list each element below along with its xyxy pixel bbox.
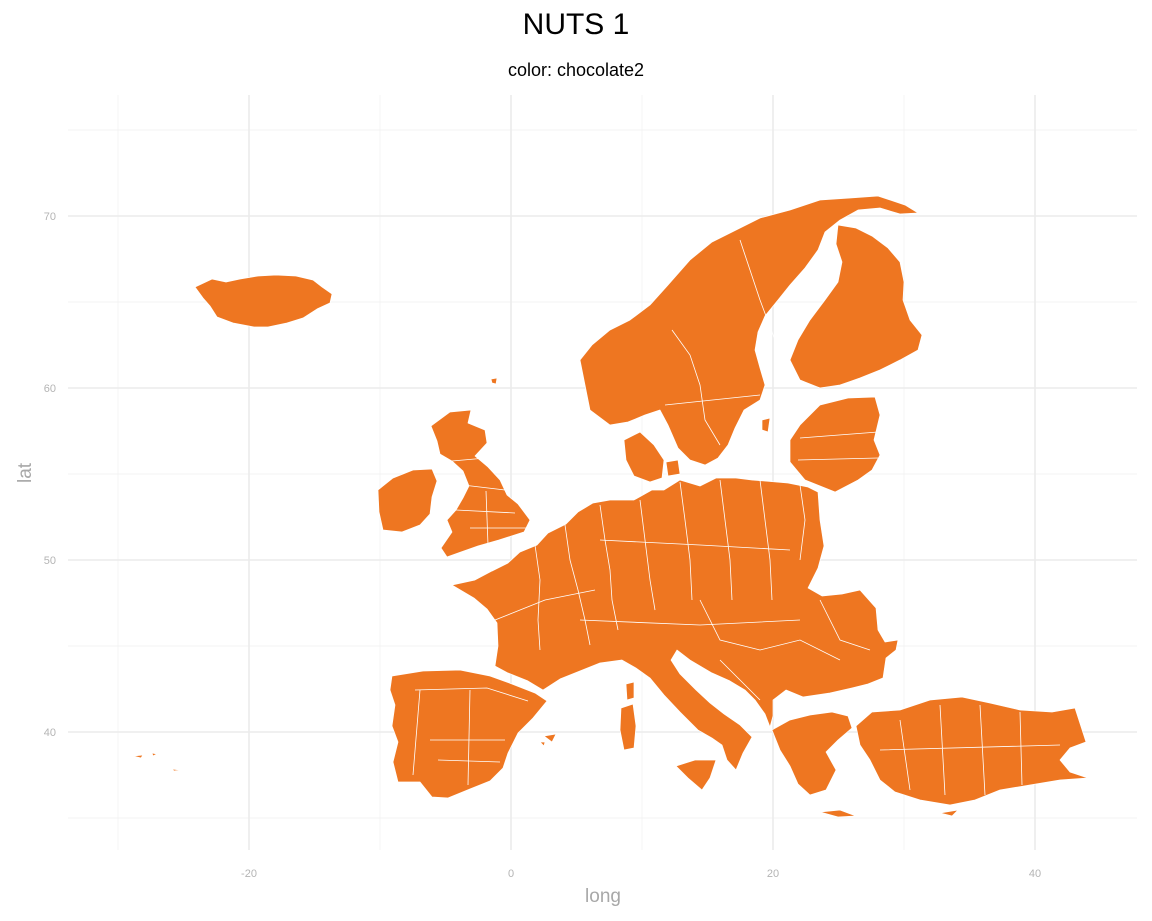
region-iceland: [194, 274, 333, 328]
y-tick-label: 50: [44, 555, 56, 567]
region-crete: [819, 809, 857, 818]
chart-subtitle: color: chocolate2: [507, 60, 645, 80]
x-tick-label: -20: [241, 868, 257, 880]
region-baltics: [789, 396, 881, 493]
region-iberia: [389, 669, 548, 799]
region-greece: [771, 711, 853, 796]
region-scandinavia: [579, 195, 919, 466]
border-baltics: [797, 431, 879, 461]
region-sardinia: [619, 703, 637, 751]
border-scandinavia: [664, 239, 776, 446]
region-sicily: [675, 759, 717, 791]
border-iberia: [412, 687, 529, 786]
region-great-britain: [430, 409, 531, 558]
region-faroe: [490, 377, 498, 385]
region-finland: [789, 224, 923, 389]
region-cyprus: [939, 809, 959, 817]
europe-map: [132, 195, 1089, 818]
region-zealand: [665, 459, 681, 477]
border-turkey: [879, 704, 1061, 796]
region-corsica: [625, 681, 635, 701]
axes: -20 0 20 40 40 50 60 70: [44, 211, 1041, 880]
region-denmark: [623, 431, 665, 483]
region-balearics: [539, 733, 557, 747]
y-tick-label: 70: [44, 211, 56, 223]
chart-title: NUTS 1: [522, 8, 630, 41]
border-gb: [451, 457, 528, 546]
border-continent: [494, 479, 871, 701]
x-axis-title: long: [585, 886, 621, 907]
y-tick-label: 60: [44, 383, 56, 395]
x-tick-label: 0: [508, 868, 514, 880]
region-azores: [132, 752, 181, 772]
x-tick-label: 20: [767, 868, 779, 880]
y-tick-label: 40: [44, 727, 56, 739]
region-turkey: [855, 696, 1089, 806]
x-tick-label: 40: [1029, 868, 1041, 880]
region-ireland: [377, 468, 438, 533]
region-gotland: [761, 417, 771, 433]
y-axis-title: lat: [15, 462, 36, 483]
